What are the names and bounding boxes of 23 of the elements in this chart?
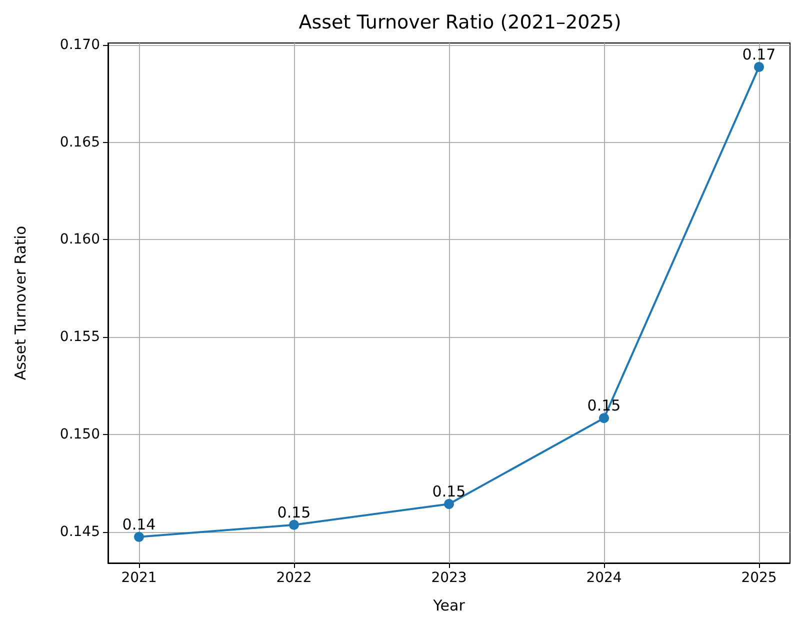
x-tick-label: 2025 [741,570,777,586]
point [754,62,764,72]
y-axis-title: Asset Turnover Ratio [12,226,30,380]
data-label: 0.15 [277,503,311,522]
y-tick-label: 0.145 [60,524,100,540]
x-tick-label: 2021 [121,570,157,586]
y-tick-label: 0.150 [60,426,100,442]
chart-title: Asset Turnover Ratio (2021–2025) [298,12,622,34]
x-axis-title: Year [432,596,466,614]
x-tick-label: 2024 [586,570,622,586]
point [444,498,454,509]
data-label: 0.17 [742,45,776,64]
y-tick-label: 0.160 [60,232,100,248]
y-tick-label: 0.165 [60,134,100,150]
x-tick-label: 2023 [431,570,467,586]
point [289,520,299,530]
x-tick-label: 2022 [276,570,312,586]
y-tick-label: 0.170 [60,36,100,53]
point [134,532,144,542]
data-label: 0.15 [432,482,466,500]
point [599,413,609,424]
data-label: 0.14 [122,515,156,534]
y-tick-label: 0.155 [60,329,100,346]
